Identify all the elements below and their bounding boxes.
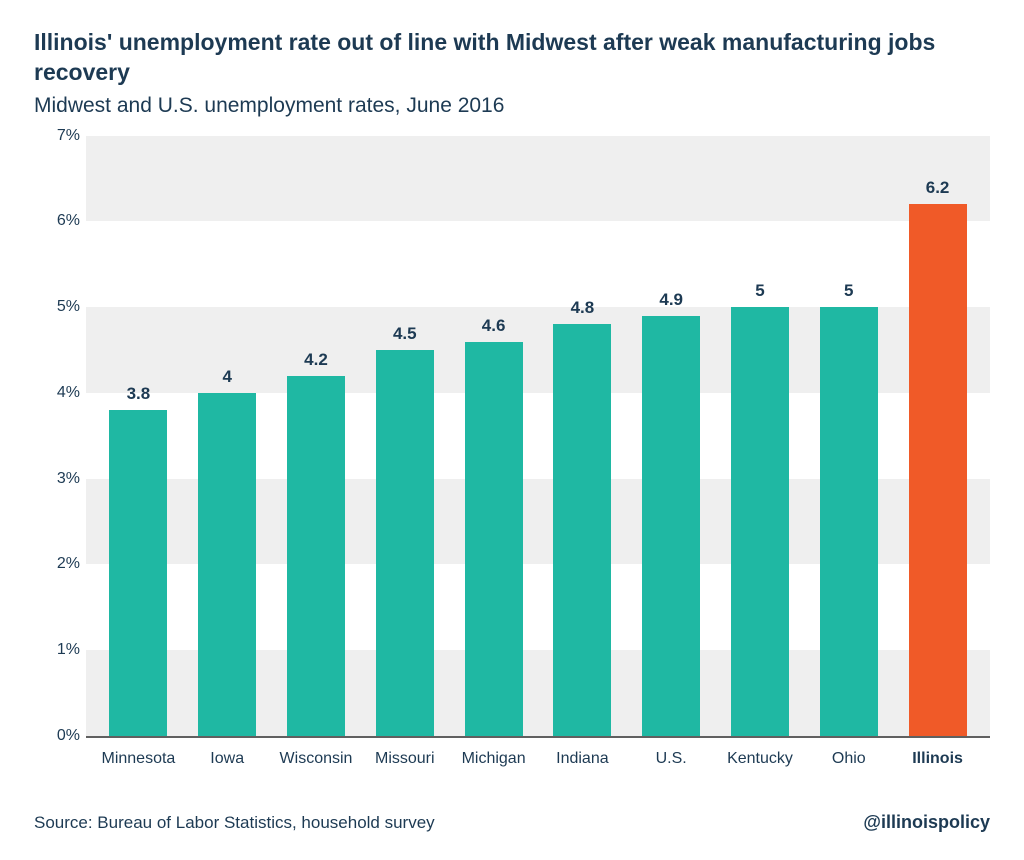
chart-subtitle: Midwest and U.S. unemployment rates, Jun… xyxy=(34,94,990,118)
bars-container: 3.8 4 4.2 4.5 4.6 4.8 4.9 5 5 6.2 xyxy=(86,136,990,736)
x-axis-line xyxy=(86,736,990,738)
chart-area: 3.8 4 4.2 4.5 4.6 4.8 4.9 5 5 6.2 MinnesotaIowaWi… xyxy=(34,136,990,776)
bar-column: 3.8 xyxy=(94,136,183,736)
bar-value-label: 5 xyxy=(844,281,853,301)
x-category-label: Michigan xyxy=(449,740,538,776)
y-tick-label: 4% xyxy=(34,384,80,402)
bar-value-label: 5 xyxy=(755,281,764,301)
bar-column: 4.6 xyxy=(449,136,538,736)
x-category-label: Ohio xyxy=(804,740,893,776)
bar-value-label: 4.6 xyxy=(482,316,506,336)
bar xyxy=(109,410,167,736)
chart-title: Illinois' unemployment rate out of line … xyxy=(34,28,990,88)
bar-column: 5 xyxy=(804,136,893,736)
x-category-label: Minnesota xyxy=(94,740,183,776)
bar-value-label: 3.8 xyxy=(127,384,151,404)
bar xyxy=(553,324,611,735)
bar xyxy=(820,307,878,736)
chart-footer: Source: Bureau of Labor Statistics, hous… xyxy=(34,812,990,833)
bar-value-label: 6.2 xyxy=(926,178,950,198)
bar-column: 4 xyxy=(183,136,272,736)
bar-value-label: 4.9 xyxy=(659,290,683,310)
y-tick-label: 3% xyxy=(34,470,80,488)
bar-value-label: 4.2 xyxy=(304,350,328,370)
x-category-label: Illinois xyxy=(893,740,982,776)
handle-text: @illinoispolicy xyxy=(863,812,990,833)
bar xyxy=(465,342,523,736)
bar xyxy=(642,316,700,736)
bar-value-label: 4.8 xyxy=(571,298,595,318)
bar xyxy=(287,376,345,736)
bar xyxy=(198,393,256,736)
plot-area: 3.8 4 4.2 4.5 4.6 4.8 4.9 5 5 6.2 xyxy=(86,136,990,736)
bar-column: 4.2 xyxy=(272,136,361,736)
bar-value-label: 4.5 xyxy=(393,324,417,344)
y-tick-label: 1% xyxy=(34,641,80,659)
bar-value-label: 4 xyxy=(222,367,231,387)
y-tick-label: 6% xyxy=(34,212,80,230)
x-category-label: Wisconsin xyxy=(272,740,361,776)
x-category-label: U.S. xyxy=(627,740,716,776)
bar xyxy=(909,204,967,735)
bar xyxy=(731,307,789,736)
bar xyxy=(376,350,434,736)
source-text: Source: Bureau of Labor Statistics, hous… xyxy=(34,813,435,833)
bar-column: 6.2 xyxy=(893,136,982,736)
x-category-label: Iowa xyxy=(183,740,272,776)
bar-column: 4.8 xyxy=(538,136,627,736)
x-category-label: Missouri xyxy=(360,740,449,776)
bar-column: 5 xyxy=(716,136,805,736)
y-tick-label: 5% xyxy=(34,298,80,316)
x-category-label: Indiana xyxy=(538,740,627,776)
bar-column: 4.9 xyxy=(627,136,716,736)
y-tick-label: 0% xyxy=(34,727,80,745)
y-tick-label: 7% xyxy=(34,127,80,145)
x-category-label: Kentucky xyxy=(716,740,805,776)
x-labels: MinnesotaIowaWisconsinMissouriMichiganIn… xyxy=(86,740,990,776)
y-tick-label: 2% xyxy=(34,555,80,573)
bar-column: 4.5 xyxy=(360,136,449,736)
